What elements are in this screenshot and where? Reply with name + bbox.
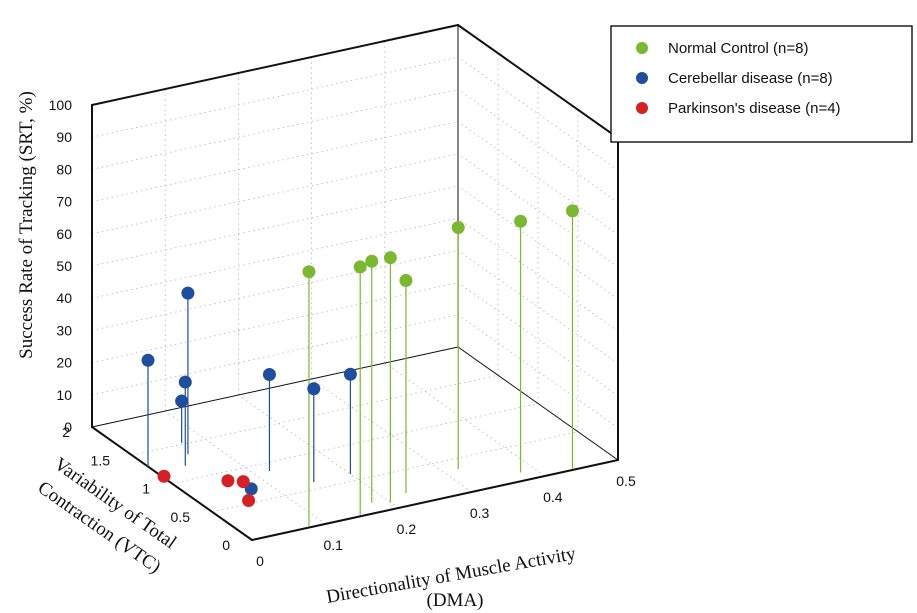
- legend-marker: [636, 102, 648, 114]
- data-point: [307, 382, 321, 396]
- z-tick-label: 10: [56, 387, 72, 403]
- gridline: [91, 89, 459, 170]
- z-tick-label: 50: [56, 258, 72, 274]
- data-point: [141, 353, 155, 367]
- legend-label: Normal Control (n=8): [668, 40, 808, 57]
- gridline: [457, 217, 619, 332]
- x-axis-unit: (DMA): [427, 590, 484, 611]
- data-point: [262, 367, 276, 381]
- legend-label: Parkinson's disease (n=4): [668, 100, 841, 117]
- axis-edge: [91, 346, 459, 428]
- data-point: [383, 251, 397, 265]
- data-point: [399, 274, 413, 288]
- tick-labels: 010203040506070809010000.511.5200.10.20.…: [49, 97, 636, 569]
- z-tick-label: 0: [64, 419, 72, 435]
- x-tick-label: 0.2: [397, 521, 417, 537]
- axes-box: [91, 24, 619, 541]
- data-point: [451, 221, 465, 235]
- data-point: [178, 375, 192, 389]
- data-point: [514, 214, 528, 228]
- axis-edge: [457, 346, 619, 461]
- gridline: [311, 378, 472, 493]
- data-point: [565, 204, 579, 218]
- z-tick-label: 20: [56, 355, 72, 371]
- axis-edge: [91, 426, 253, 541]
- gridline: [238, 394, 399, 509]
- x-tick-label: 0.1: [323, 537, 343, 553]
- x-tick-label: 0.5: [616, 473, 636, 489]
- data-point: [365, 254, 379, 268]
- legend-marker: [636, 72, 648, 84]
- data-point: [236, 475, 250, 489]
- y-tick-label: 1: [142, 481, 150, 497]
- x-tick-label: 0.4: [543, 489, 563, 505]
- z-tick-label: 90: [56, 129, 72, 145]
- data-point: [242, 494, 256, 508]
- z-tick-label: 80: [56, 161, 72, 177]
- gridline: [457, 314, 619, 429]
- data-point: [221, 474, 235, 488]
- gridline: [91, 185, 459, 267]
- axis-edge: [457, 24, 619, 139]
- axis-edge: [91, 24, 459, 106]
- data-point: [353, 260, 367, 274]
- stems: [147, 210, 574, 527]
- gridline: [211, 431, 579, 513]
- gridline: [91, 121, 459, 202]
- data-point: [302, 265, 316, 279]
- z-tick-label: 40: [56, 290, 72, 306]
- grid: [91, 24, 619, 541]
- z-tick-label: 30: [56, 322, 72, 338]
- y-tick-label: 2: [62, 424, 70, 440]
- points: [141, 204, 579, 508]
- x-tick-label: 0: [256, 553, 264, 569]
- gridline: [164, 410, 326, 525]
- gridline: [171, 403, 539, 484]
- gridline: [457, 153, 619, 268]
- z-tick-label: 70: [56, 194, 72, 210]
- z-tick-label: 60: [56, 226, 72, 242]
- x-tick-label: 0.3: [470, 505, 490, 521]
- axis-edge: [251, 459, 619, 541]
- gridline: [91, 56, 459, 138]
- z-tick-label: 100: [49, 97, 73, 113]
- data-point: [157, 469, 171, 483]
- gridline: [91, 153, 459, 235]
- y-tick-label: 1.5: [91, 452, 111, 468]
- data-point: [175, 394, 189, 408]
- data-point: [343, 367, 357, 381]
- y-tick-label: 0.5: [171, 509, 191, 525]
- z-axis-label: Success Rate of Tracking (SRT, %): [16, 91, 37, 359]
- legend-marker: [636, 42, 648, 54]
- gridline: [457, 89, 619, 203]
- gridline: [91, 250, 459, 331]
- legend: Normal Control (n=8) Cerebellar disease (…: [610, 25, 913, 143]
- gridline: [457, 282, 619, 396]
- y-tick-label: 0: [222, 537, 230, 553]
- legend-box: [610, 25, 913, 143]
- gridline: [91, 282, 459, 363]
- legend-label: Cerebellar disease (n=8): [668, 70, 833, 87]
- data-point: [181, 286, 195, 300]
